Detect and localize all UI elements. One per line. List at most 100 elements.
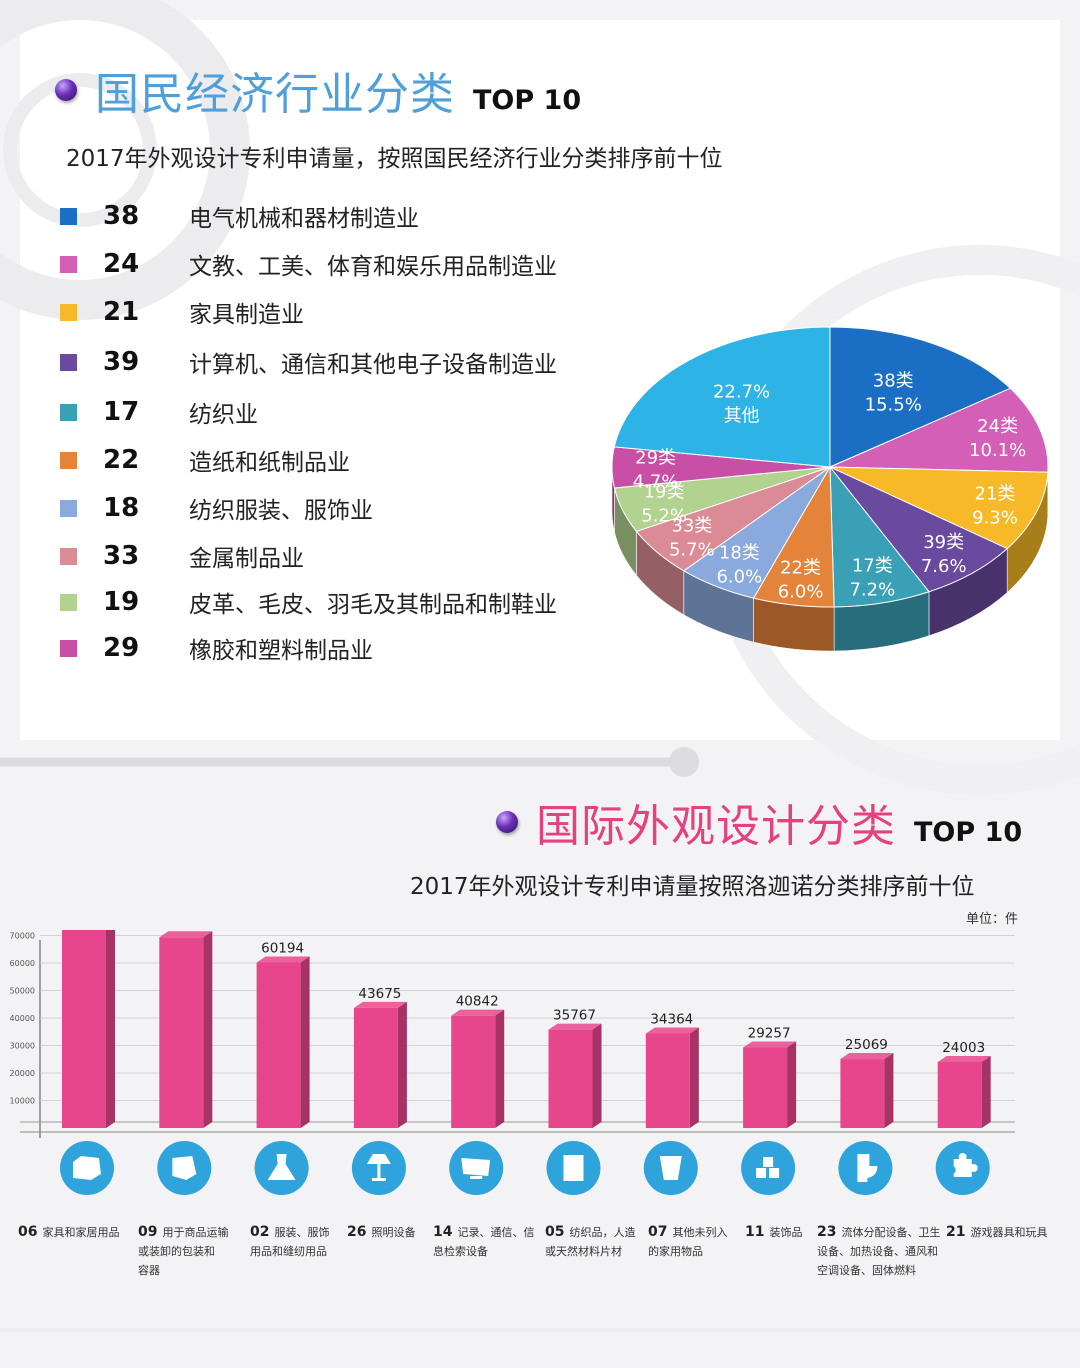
category-name: 息检索设备 (433, 1245, 488, 1258)
pie-label-name: 22.7% (713, 381, 770, 402)
pie-label-percent: 6.0% (716, 567, 762, 588)
legend-item-21: 21 家具制造业 (60, 292, 620, 332)
pie-label-name: 21类 (975, 483, 1016, 504)
bar-7 (743, 1047, 788, 1128)
pie-label-name: 19类 (644, 482, 685, 503)
legend-code: 18 (103, 493, 140, 523)
pie-label-percent: 10.1% (969, 440, 1026, 461)
category-name: 照明设备 (371, 1226, 416, 1239)
bar-value-label: 29257 (748, 1026, 791, 1042)
cup-icon (643, 1141, 698, 1195)
pie-label-name: 22类 (780, 557, 821, 578)
bar-6 (645, 1033, 690, 1128)
category-label-02: 02 服装、服饰 用品和缝纫用品 (250, 1223, 329, 1261)
bullet-icon (496, 811, 518, 833)
category-name: 装饰品 (769, 1226, 803, 1239)
y-tick-label: 30000 (10, 1042, 35, 1051)
y-tick-label: 40000 (10, 1014, 35, 1023)
category-label-09: 09 用于商品运输 或装卸的包装和 容器 (138, 1223, 228, 1280)
category-code: 06 (18, 1224, 38, 1240)
category-name: 服装、服饰 (274, 1226, 330, 1239)
pie-labels-group: 38类 15.5% 24类 10.1% 21类 9.3% 39类 7.6% 17类 7.2% 22类… (633, 370, 1026, 602)
pie-slice-10 (613, 326, 831, 468)
pie-label-percent: 7.6% (921, 556, 967, 577)
category-code: 07 (648, 1224, 668, 1240)
legend-item-33: 33 金属制品业 (60, 536, 620, 576)
legend-swatch (60, 593, 77, 611)
category-label-07: 07 其他未列入 的家用物品 (648, 1223, 727, 1261)
category-label-05: 05 纺织品，人造或天然材料片材 (545, 1223, 635, 1261)
y-tick-label: 60000 (10, 959, 35, 968)
category-name: 设备、加热设备、通风和 (817, 1245, 938, 1258)
bar-top-4 (451, 1009, 505, 1016)
category-code: 11 (745, 1224, 765, 1240)
bar-side-7 (787, 1041, 797, 1128)
legend-swatch (60, 403, 77, 421)
category-name: 空调设备、固体燃料 (817, 1264, 916, 1277)
pie-label-name: 17类 (852, 556, 893, 577)
category-code: 14 (433, 1224, 453, 1240)
legend-item-19: 19 皮革、毛皮、羽毛及其制品和制鞋业 (60, 582, 620, 622)
legend-swatch (60, 451, 77, 469)
bar-top-2 (256, 956, 310, 963)
ornament-icon (741, 1141, 796, 1195)
legend-code: 24 (103, 249, 140, 279)
category-name: 容器 (138, 1264, 160, 1277)
category-name: 家具和家居用品 (42, 1226, 120, 1239)
section2-title: 国际外观设计分类 TOP 10 (496, 790, 1022, 854)
legend-code: 39 (103, 347, 140, 377)
bar-value-label: 69366 (164, 930, 207, 931)
bar-top-7 (743, 1041, 797, 1048)
bar-value-label: 24003 (942, 1040, 985, 1056)
category-name: 纺织品，人造 (569, 1226, 636, 1239)
toilet-icon (838, 1141, 893, 1195)
pie-label-name: 39类 (923, 532, 964, 553)
bar-top-8 (840, 1053, 894, 1060)
category-name: 其他未列入 (672, 1226, 728, 1239)
category-code: 09 (138, 1224, 158, 1240)
legend-name: 纺织服装、服饰业 (189, 498, 373, 524)
bar-5 (548, 1029, 593, 1128)
category-label-14: 14 记录、通信、信息检索设备 (433, 1223, 534, 1261)
category-code: 05 (545, 1224, 565, 1240)
section2-title-top10: TOP 10 (914, 817, 1023, 848)
bar-top-3 (353, 1001, 407, 1008)
category-name: 记录、通信、信 (457, 1226, 535, 1239)
bar-side-1 (203, 931, 213, 1128)
pie-slice-1 (829, 387, 1049, 473)
legend-code: 33 (103, 541, 140, 571)
bar-side-9 (981, 1055, 991, 1128)
category-name: 或天然材料片材 (545, 1245, 622, 1258)
section2-subtitle: 2017年外观设计专利申请量按照洛迦诺分类排序前十位 (410, 874, 975, 900)
dress-icon (254, 1141, 309, 1195)
legend-name: 家具制造业 (189, 302, 304, 328)
category-label-06: 06 家具和家居用品 (18, 1223, 119, 1242)
bar-side-8 (884, 1053, 894, 1128)
legend-code: 17 (103, 397, 140, 427)
bar-side-5 (592, 1023, 602, 1128)
bar-0 (62, 930, 106, 1128)
category-label-21: 21 游戏器具和玩具 (946, 1223, 1047, 1242)
y-tick-label: 20000 (10, 1069, 35, 1078)
y-tick-label: 10000 (10, 1097, 35, 1106)
legend-item-18: 18 纺织服装、服饰业 (60, 488, 620, 528)
bar-marks-group: 7722669366601944367540842357673436429257… (62, 930, 991, 1128)
section1-subtitle: 2017年外观设计专利申请量，按照国民经济行业分类排序前十位 (66, 146, 723, 172)
legend-name: 金属制品业 (189, 546, 304, 572)
bar-top-1 (159, 931, 213, 938)
legend-name: 皮革、毛皮、羽毛及其制品和制鞋业 (189, 592, 557, 618)
legend-swatch (60, 499, 77, 517)
pie-label-percent: 其他 (724, 405, 760, 426)
bar-value-label: 40842 (456, 994, 499, 1010)
legend-item-39: 39 计算机、通信和其他电子设备制造业 (60, 342, 620, 382)
bar-3 (353, 1007, 398, 1128)
bar-icons-group (60, 1141, 990, 1195)
legend-name: 电气机械和器材制造业 (189, 206, 419, 232)
sheet-icon (546, 1141, 601, 1195)
bar-side-0 (106, 930, 115, 1128)
pie-label-percent: 9.3% (972, 507, 1018, 528)
puzzle-icon (935, 1141, 990, 1195)
pie-slice-4 (829, 465, 930, 608)
y-tick-label: 70000 (10, 932, 35, 941)
